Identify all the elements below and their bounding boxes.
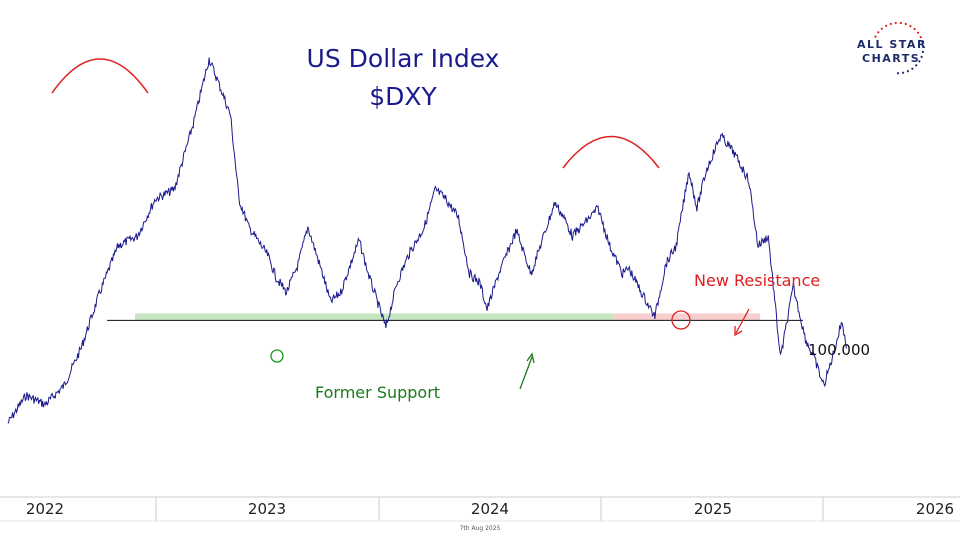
- logo-star-icon: [904, 22, 907, 26]
- logo-star-icon: [913, 27, 916, 31]
- support-touch-circle: [270, 349, 284, 363]
- x-axis: [0, 496, 960, 522]
- logo-star-icon: [909, 25, 912, 28]
- footer-date: 7th Aug 2025: [459, 525, 501, 532]
- logo-star-icon: [889, 22, 892, 25]
- logo-star-icon: [922, 45, 925, 48]
- logo-line1: ALL STAR: [857, 38, 927, 51]
- x-tick-label: 2025: [693, 500, 733, 518]
- resistance-arrow-head: [734, 326, 743, 337]
- x-tick-label: 2023: [247, 500, 287, 518]
- logo-star-icon: [885, 24, 888, 27]
- logo-line2: CHARTS: [862, 52, 921, 65]
- support-arrow-head: [526, 352, 535, 364]
- zone-bands: [135, 313, 760, 321]
- logo-star-icon: [921, 50, 924, 53]
- logo-star-icon: [894, 22, 897, 24]
- level-value-label: 100.000: [808, 341, 871, 359]
- logo-star-icon: [877, 31, 880, 34]
- former-support-label: Former Support: [315, 383, 441, 402]
- logo-star-icon: [902, 71, 905, 74]
- logo: ALL STAR CHARTS: [848, 22, 948, 78]
- logo-star-icon: [916, 31, 920, 34]
- annotation-marks: [51, 58, 750, 390]
- logo-star-icon: [921, 40, 924, 43]
- chart-title: US Dollar Index: [306, 44, 500, 73]
- logo-star-icon: [911, 67, 914, 70]
- logo-star-ring: [874, 22, 925, 75]
- logo-star-icon: [915, 64, 918, 67]
- top-arc-2024: [562, 135, 660, 169]
- logo-star-icon: [919, 36, 922, 39]
- logo-star-icon: [896, 72, 900, 75]
- top-arc-2022: [51, 58, 149, 94]
- x-tick-label: 2024: [470, 500, 510, 518]
- logo-star-icon: [920, 55, 923, 59]
- x-tick-label: 2026: [915, 500, 955, 518]
- logo-star-icon: [880, 27, 883, 30]
- support-zone-band: [135, 313, 613, 321]
- support-arrow: [519, 356, 533, 390]
- x-tick-label: 2022: [25, 500, 65, 518]
- logo-star-icon: [918, 60, 921, 63]
- logo-star-icon: [899, 22, 902, 25]
- price-line: [7, 57, 847, 424]
- chart-subtitle: $DXY: [369, 82, 437, 111]
- new-resistance-label: New Resistance: [694, 271, 821, 290]
- resistance-arrow: [735, 308, 750, 334]
- logo-star-icon: [906, 70, 909, 73]
- logo-star-icon: [874, 35, 877, 38]
- resistance-zone-band: [613, 313, 760, 321]
- resistance-touch-circle: [671, 310, 691, 330]
